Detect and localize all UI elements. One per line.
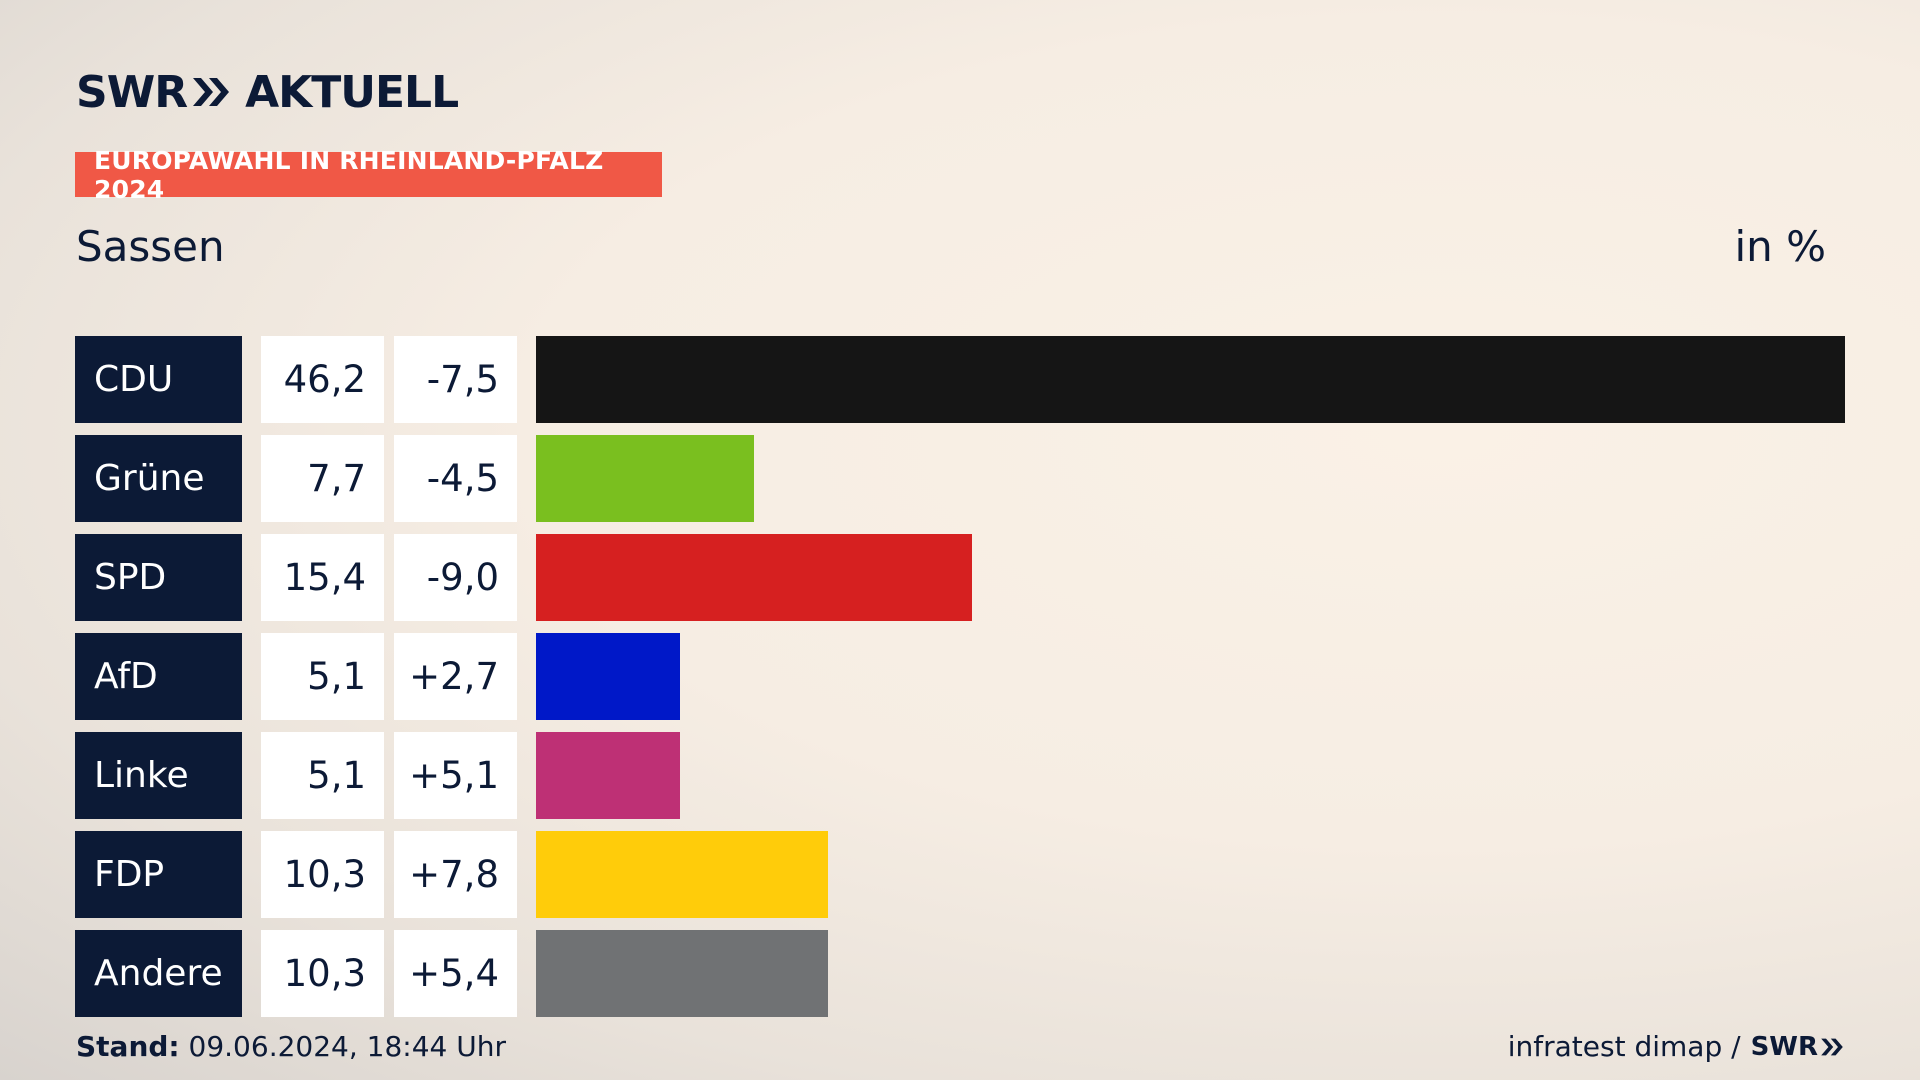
chart-row: Grüne 7,7 -4,5	[75, 435, 1846, 522]
party-label: Linke	[75, 732, 242, 819]
vote-share-value: 5,1	[261, 633, 384, 720]
chart-row: CDU 46,2 -7,5	[75, 336, 1846, 423]
vote-share-value: 7,7	[261, 435, 384, 522]
vote-change-value: -7,5	[394, 336, 517, 423]
vote-change-value: +7,8	[394, 831, 517, 918]
chart-row: FDP 10,3 +7,8	[75, 831, 1846, 918]
party-label: AfD	[75, 633, 242, 720]
chart-row: SPD 15,4 -9,0	[75, 534, 1846, 621]
timestamp: Stand: 09.06.2024, 18:44 Uhr	[76, 1030, 506, 1063]
unit-label: in %	[1734, 222, 1826, 271]
bar	[536, 435, 754, 522]
bar	[536, 930, 828, 1017]
logo-swr-text: SWR	[76, 66, 188, 118]
bar	[536, 831, 828, 918]
chart-row: AfD 5,1 +2,7	[75, 633, 1846, 720]
bar	[536, 633, 680, 720]
swr-aktuell-logo: SWR AKTUELL	[76, 66, 459, 118]
party-label: FDP	[75, 831, 242, 918]
bar	[536, 534, 972, 621]
location-title: Sassen	[76, 222, 225, 271]
bar	[536, 336, 1845, 423]
stand-label: Stand:	[76, 1030, 180, 1063]
chart-row: Andere 10,3 +5,4	[75, 930, 1846, 1017]
party-label: SPD	[75, 534, 242, 621]
election-badge: EUROPAWAHL IN RHEINLAND-PFALZ 2024	[75, 146, 662, 204]
vote-change-value: +5,4	[394, 930, 517, 1017]
swr-small-text: SWR	[1750, 1031, 1818, 1062]
vote-share-value: 10,3	[261, 831, 384, 918]
vote-share-value: 46,2	[261, 336, 384, 423]
vote-change-value: -4,5	[394, 435, 517, 522]
double-chevron-icon	[193, 78, 230, 106]
logo-aktuell-text: AKTUELL	[245, 66, 459, 118]
party-label: Andere	[75, 930, 242, 1017]
source-credit: infratest dimap / SWR	[1508, 1030, 1844, 1063]
vote-change-value: +5,1	[394, 732, 517, 819]
vote-share-value: 10,3	[261, 930, 384, 1017]
chart-row: Linke 5,1 +5,1	[75, 732, 1846, 819]
vote-share-value: 15,4	[261, 534, 384, 621]
party-label: CDU	[75, 336, 242, 423]
vote-share-value: 5,1	[261, 732, 384, 819]
stand-value: 09.06.2024, 18:44 Uhr	[188, 1030, 506, 1063]
party-label: Grüne	[75, 435, 242, 522]
vote-change-value: -9,0	[394, 534, 517, 621]
swr-small-logo: SWR	[1751, 1032, 1844, 1062]
double-chevron-icon-small	[1821, 1038, 1843, 1055]
bar	[536, 732, 680, 819]
vote-change-value: +2,7	[394, 633, 517, 720]
source-text: infratest dimap /	[1507, 1030, 1741, 1063]
